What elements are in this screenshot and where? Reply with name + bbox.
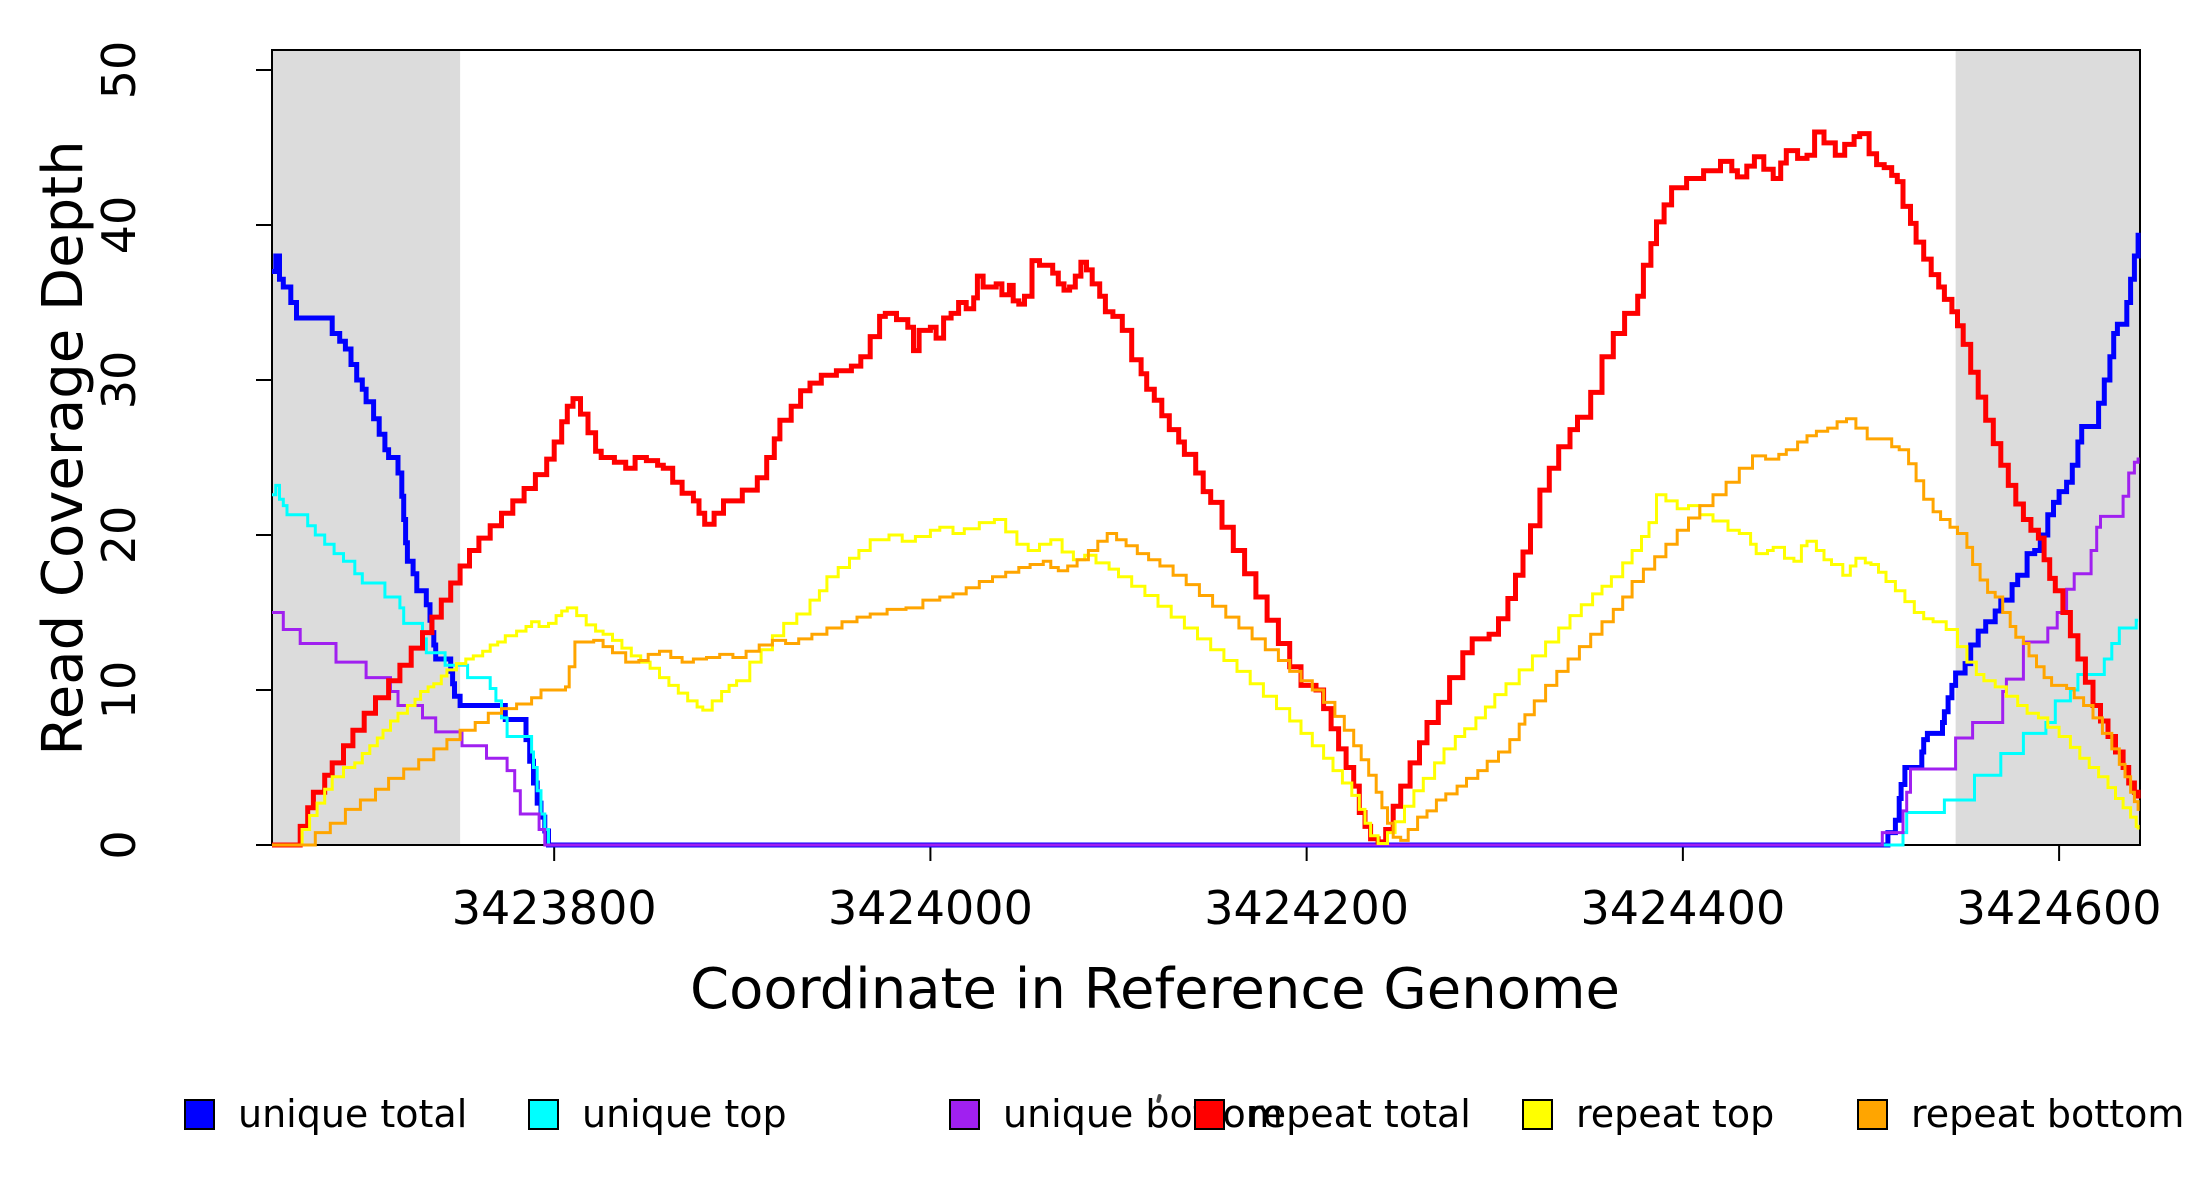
legend-item-label: unique top <box>582 1092 787 1136</box>
x-tick-label: 3423800 <box>452 881 657 935</box>
legend-item-repeat-bottom: repeat bottom <box>1857 1092 2184 1136</box>
x-tick-label: 3424200 <box>1204 881 1409 935</box>
legend-swatch-icon <box>1522 1098 1553 1130</box>
x-tick-label: 3424600 <box>1957 881 2162 935</box>
series-line-unique-bottom <box>272 457 2140 847</box>
legend-item-unique-bottom: unique bottom <box>949 1092 1283 1136</box>
x-axis-title: Coordinate in Reference Genome <box>690 957 1620 1022</box>
series-line-repeat-top <box>272 493 2140 847</box>
y-tick-label: 10 <box>92 661 146 720</box>
legend-item-unique-total: unique total <box>184 1092 467 1136</box>
coverage-chart: 0 10 20 30 40 50 3423800 3424000 3424200 3424400 3… <box>31 41 2162 1022</box>
legend-item-label: repeat total <box>1248 1092 1471 1136</box>
legend-swatch-icon <box>1857 1098 1888 1130</box>
y-tick-label: 50 <box>92 41 146 100</box>
shaded-region <box>1955 50 2140 845</box>
legend-item-label: unique bottom <box>1003 1092 1283 1136</box>
series-line-unique-total <box>272 232 2141 848</box>
legend-swatch-icon <box>184 1098 215 1130</box>
legend-swatch-icon <box>1194 1098 1225 1130</box>
y-tick-label: 30 <box>92 351 146 410</box>
x-tick-label: 3424000 <box>828 881 1033 935</box>
legend: unique total unique top unique bottom repea… <box>0 1092 2200 1142</box>
y-axis-title: Read Coverage Depth <box>31 140 96 755</box>
legend-item-label: repeat top <box>1576 1092 1775 1136</box>
y-tick-label: 20 <box>92 506 146 565</box>
series-line-repeat-total <box>272 129 2141 848</box>
y-tick-label: 40 <box>92 196 146 255</box>
legend-swatch-icon <box>949 1098 980 1130</box>
legend-swatch-icon <box>528 1098 559 1130</box>
legend-item-repeat-top: repeat top <box>1522 1092 1774 1136</box>
y-tick-label: 0 <box>92 830 146 859</box>
legend-item-unique-top: unique top <box>528 1092 787 1136</box>
x-tick-label: 3424400 <box>1580 881 1785 935</box>
legend-item-repeat-total: repeat total <box>1194 1092 1471 1136</box>
series-line-unique-top <box>272 483 2139 847</box>
series-line-repeat-bottom <box>272 417 2140 847</box>
legend-item-label: unique total <box>238 1092 468 1136</box>
legend-item-label: repeat bottom <box>1911 1092 2185 1136</box>
